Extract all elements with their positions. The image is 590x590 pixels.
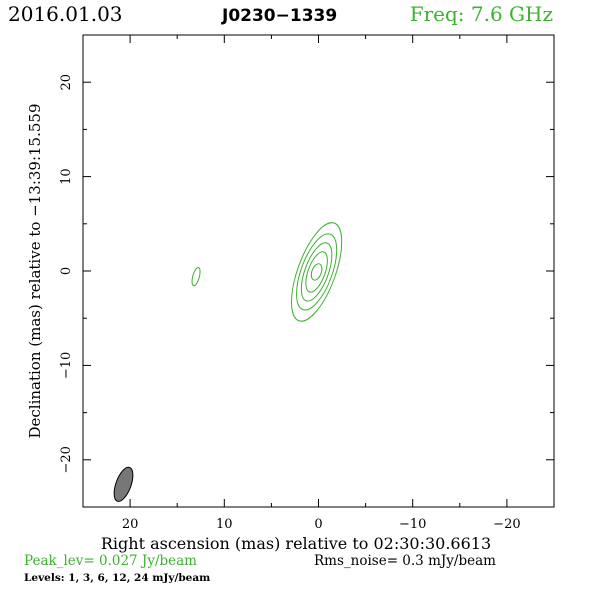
plot-frame: [82, 34, 555, 508]
y-tick-label: 10: [59, 168, 74, 185]
x-axis-label: Right ascension (mas) relative to 02:30:…: [101, 534, 491, 553]
contour-level-4-component-1: [305, 251, 328, 293]
tick-labels: 20 10 0 −10 −20 20 10 0 −10 −20: [59, 74, 521, 532]
x-tick-label: −20: [493, 517, 520, 532]
x-tick-label: −10: [399, 517, 426, 532]
y-tick-label: −20: [59, 446, 74, 473]
frequency-label: Freq: 7.6 GHz: [409, 2, 553, 26]
beam-ellipse: [113, 466, 134, 502]
contour-level-5-component-1: [310, 263, 323, 281]
contour-levels: Levels: 1, 3, 6, 12, 24 mJy/beam: [24, 572, 211, 584]
peak-level: Peak_lev= 0.027 Jy/beam: [24, 553, 197, 569]
rms-noise: Rms_noise= 0.3 mJy/beam: [314, 553, 496, 569]
beam-group: [113, 466, 134, 502]
y-axis-label: Declination (mas) relative to −13:39:15.…: [26, 103, 44, 438]
y-tick-label: 20: [59, 74, 74, 91]
y-tick-label: 0: [59, 267, 74, 275]
contours: [191, 222, 343, 322]
x-tick-label: 20: [122, 517, 139, 532]
observation-date: 2016.01.03: [8, 2, 123, 26]
source-name: J0230−1339: [222, 6, 338, 26]
contour-level-1-component-1: [291, 222, 343, 322]
contour-level-2-component-1: [296, 233, 338, 311]
x-tick-label: 10: [216, 517, 233, 532]
contour-level-1-component-2: [191, 267, 201, 287]
x-tick-label: 0: [314, 517, 322, 532]
axis-ticks: [82, 34, 555, 508]
y-tick-label: −10: [59, 352, 74, 379]
contour-level-3-component-1: [300, 242, 333, 302]
